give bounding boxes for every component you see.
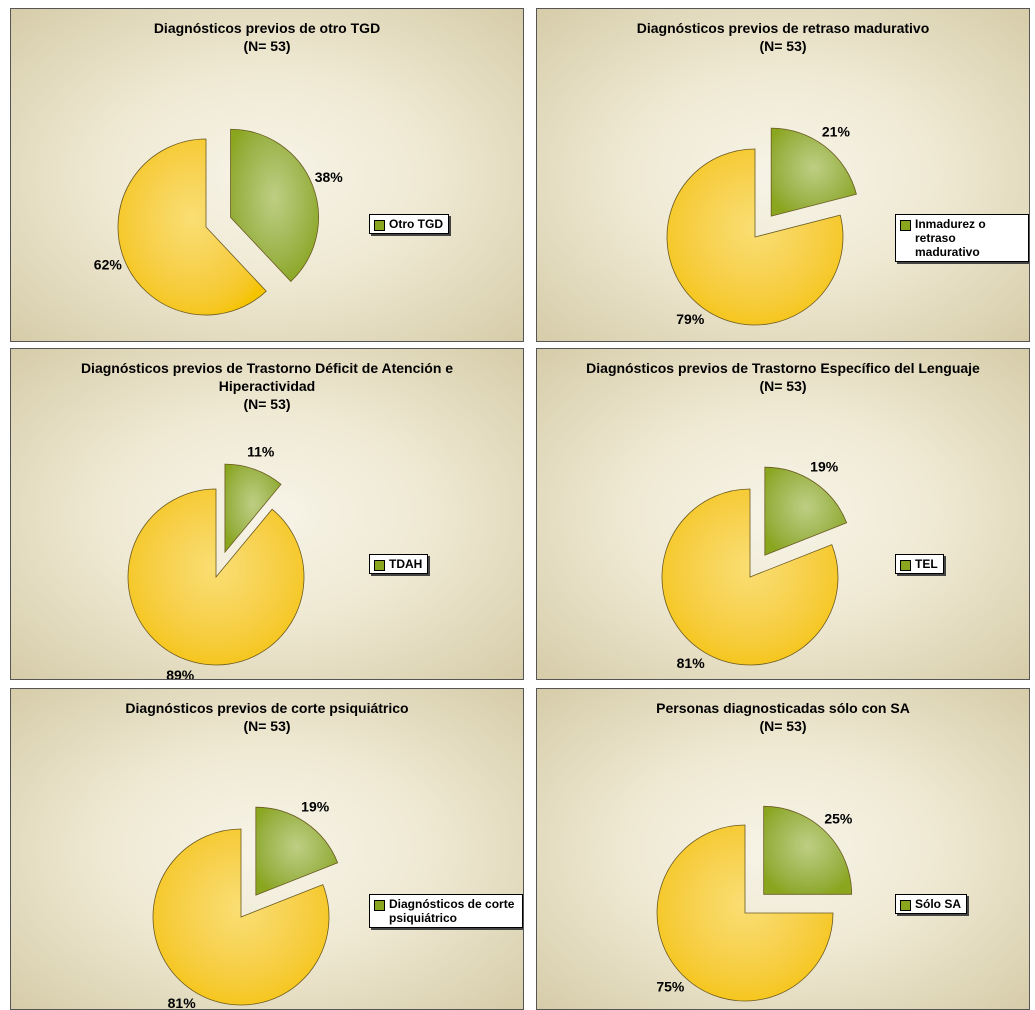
- legend-item: Diagnósticos de corte psiquiátrico: [374, 897, 517, 925]
- value-label: 75%: [656, 978, 685, 994]
- legend-label: TEL: [915, 557, 938, 571]
- pie-area: 19% 81%: [661, 459, 848, 671]
- legend-swatch: [900, 220, 911, 231]
- legend-item: Inmadurez o retraso madurativo: [900, 217, 1023, 259]
- legend: TEL: [895, 554, 944, 574]
- chart-title-block: Personas diagnosticadas sólo con SA (N= 5…: [583, 699, 983, 735]
- legend-label: Inmadurez o retraso madurativo: [915, 217, 986, 259]
- chart-title: Diagnósticos previos de retraso madurati…: [636, 20, 930, 36]
- value-label: 81%: [677, 655, 706, 671]
- chart-panel: Diagnósticos previos de corte psiquiátri…: [10, 688, 524, 1010]
- legend-swatch: [374, 560, 385, 571]
- pie-area: 21% 79%: [666, 123, 857, 327]
- pie-area: 38% 62%: [94, 128, 344, 316]
- legend: Inmadurez o retraso madurativo: [895, 214, 1029, 262]
- chart-panel: Diagnósticos previos de Trastorno Défici…: [10, 348, 524, 680]
- value-label: 21%: [822, 123, 851, 139]
- pie-area: 19% 81%: [152, 799, 339, 1010]
- chart-subtitle: (N= 53): [243, 38, 291, 54]
- pie-slice: [770, 127, 857, 217]
- chart-title-block: Diagnósticos previos de otro TGD (N= 53): [67, 19, 467, 55]
- chart-panel: Personas diagnosticadas sólo con SA (N= 5…: [536, 688, 1030, 1010]
- pie-slice: [230, 128, 319, 282]
- legend: Sólo SA: [895, 894, 968, 914]
- pie-slice: [224, 463, 282, 554]
- chart-title-block: Diagnósticos previos de retraso madurati…: [583, 19, 983, 55]
- legend-item: TEL: [900, 557, 938, 571]
- legend: Diagnósticos de corte psiquiátrico: [369, 894, 523, 928]
- chart-title-block: Diagnósticos previos de corte psiquiátri…: [67, 699, 467, 735]
- pie-slice: [152, 828, 330, 1006]
- chart-title: Diagnósticos previos de Trastorno Défici…: [80, 360, 454, 394]
- legend-label: Sólo SA: [915, 897, 962, 911]
- legend-item: TDAH: [374, 557, 422, 571]
- pie-slice: [666, 148, 844, 326]
- value-label: 19%: [810, 459, 839, 475]
- value-label: 79%: [676, 311, 705, 327]
- value-label: 25%: [824, 810, 853, 826]
- legend-label: Diagnósticos de corte psiquiátrico: [389, 897, 515, 925]
- legend-swatch: [900, 560, 911, 571]
- value-label: 38%: [315, 169, 344, 185]
- pie-slice: [763, 805, 853, 895]
- value-label: 11%: [247, 444, 275, 460]
- value-label: 81%: [168, 995, 197, 1010]
- legend-swatch: [374, 900, 385, 911]
- legend-swatch: [900, 900, 911, 911]
- legend-item: Sólo SA: [900, 897, 961, 911]
- chart-subtitle: (N= 53): [759, 378, 807, 394]
- legend: Otro TGD: [369, 214, 449, 234]
- legend-label: Otro TGD: [389, 217, 443, 231]
- legend-item: Otro TGD: [374, 217, 443, 231]
- value-label: 19%: [301, 799, 330, 815]
- chart-title: Diagnósticos previos de corte psiquiátri…: [125, 700, 409, 716]
- pie-slice: [661, 488, 839, 666]
- pie-slice: [764, 466, 848, 556]
- value-label: 62%: [94, 257, 123, 273]
- legend-swatch: [374, 220, 385, 231]
- chart-subtitle: (N= 53): [243, 396, 291, 412]
- pie-slice: [255, 806, 339, 896]
- chart-panel: Diagnósticos previos de Trastorno Especí…: [536, 348, 1030, 680]
- value-label: 89%: [166, 667, 195, 680]
- legend: TDAH: [369, 554, 429, 574]
- pie-slice: [117, 138, 267, 316]
- chart-subtitle: (N= 53): [243, 718, 291, 734]
- chart-panel: Diagnósticos previos de otro TGD (N= 53) 3…: [10, 8, 524, 342]
- pie-area: 11% 89%: [127, 444, 305, 680]
- pie-slice: [127, 488, 305, 666]
- chart-subtitle: (N= 53): [759, 718, 807, 734]
- pie-area: 25% 75%: [656, 805, 853, 1002]
- chart-panel: Diagnósticos previos de retraso madurati…: [536, 8, 1030, 342]
- chart-title-block: Diagnósticos previos de Trastorno Défici…: [67, 359, 467, 413]
- chart-title-block: Diagnósticos previos de Trastorno Especí…: [583, 359, 983, 395]
- chart-title: Diagnósticos previos de otro TGD: [153, 20, 381, 36]
- chart-subtitle: (N= 53): [759, 38, 807, 54]
- legend-label: TDAH: [389, 557, 423, 571]
- chart-title: Personas diagnosticadas sólo con SA: [656, 700, 910, 716]
- chart-title: Diagnósticos previos de Trastorno Especí…: [586, 360, 980, 376]
- pie-slice: [656, 824, 834, 1002]
